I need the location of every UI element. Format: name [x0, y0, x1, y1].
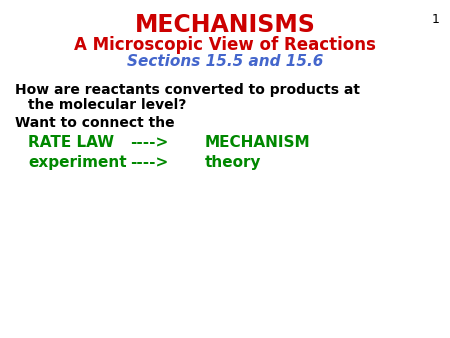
Text: RATE LAW: RATE LAW — [28, 135, 114, 150]
Text: How are reactants converted to products at: How are reactants converted to products … — [15, 83, 360, 97]
Text: ---->: ----> — [130, 135, 168, 150]
Text: Sections 15.5 and 15.6: Sections 15.5 and 15.6 — [127, 54, 323, 69]
Text: 1: 1 — [432, 13, 440, 26]
Text: MECHANISM: MECHANISM — [205, 135, 310, 150]
Text: Want to connect the: Want to connect the — [15, 116, 175, 130]
Text: MECHANISMS: MECHANISMS — [135, 13, 315, 37]
Text: the molecular level?: the molecular level? — [28, 98, 186, 112]
Text: ---->: ----> — [130, 155, 168, 170]
Text: A Microscopic View of Reactions: A Microscopic View of Reactions — [74, 36, 376, 54]
Text: theory: theory — [205, 155, 261, 170]
Text: experiment: experiment — [28, 155, 126, 170]
